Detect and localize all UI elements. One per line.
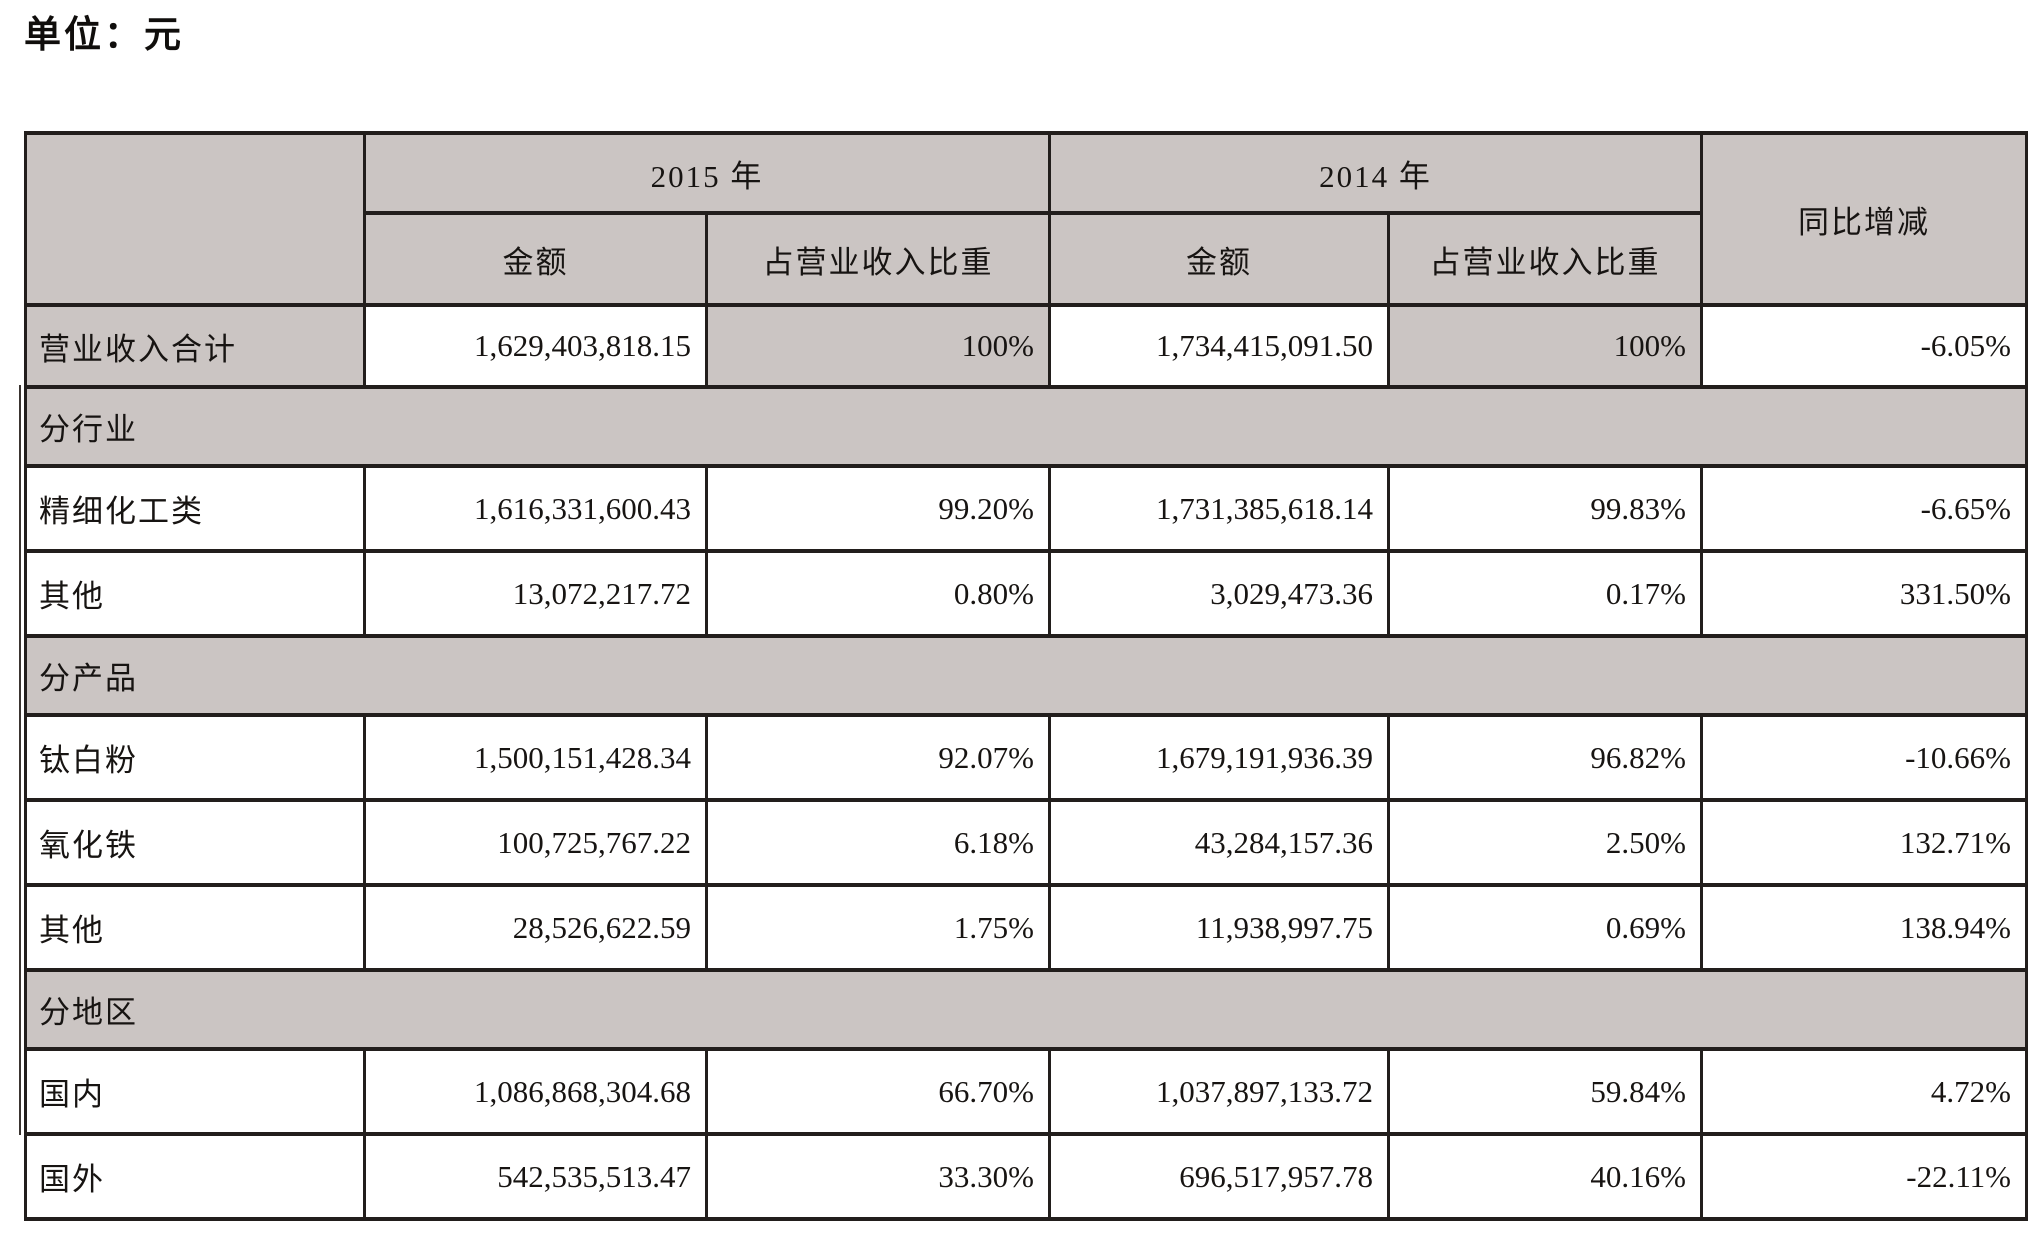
- amount-2014: 1,734,415,091.50: [1048, 303, 1390, 389]
- header-row-metrics: 金额 占营业收入比重 金额 占营业收入比重: [26, 211, 2027, 307]
- table-row: 其他 13,072,217.72 0.80% 3,029,473.36 0.17% 331…: [24, 549, 2028, 638]
- header-row-years: 2015 年 2014 年 同比增减: [24, 131, 2028, 307]
- header-amount-2014: 金额: [1048, 211, 1390, 307]
- header-year-2015: 2015 年: [363, 131, 1051, 215]
- row-label: 精细化工类: [24, 464, 366, 553]
- amount-2015: 1,629,403,818.15: [363, 303, 708, 389]
- yoy-change: 138.94%: [1700, 883, 2028, 972]
- table-row: 精细化工类 1,616,331,600.43 99.20% 1,731,385,618…: [24, 464, 2028, 553]
- yoy-change: -10.66%: [1700, 713, 2028, 802]
- header-share-2015: 占营业收入比重: [705, 211, 1051, 307]
- yoy-change: 132.71%: [1700, 798, 2028, 887]
- share-2015: 1.75%: [705, 883, 1051, 972]
- amount-2014: 43,284,157.36: [1048, 798, 1390, 887]
- share-2014: 59.84%: [1387, 1047, 1703, 1136]
- yoy-change: -6.65%: [1700, 464, 2028, 553]
- table-row: 其他 28,526,622.59 1.75% 11,938,997.75 0.69% 13…: [24, 883, 2028, 972]
- section-label: 分行业: [24, 385, 2028, 468]
- yoy-change: -22.11%: [1700, 1132, 2028, 1221]
- share-2014: 2.50%: [1387, 798, 1703, 887]
- share-2015: 66.70%: [705, 1047, 1051, 1136]
- share-2015: 100%: [705, 303, 1051, 389]
- section-row: 分产品: [24, 634, 2028, 717]
- table-row: 氧化铁 100,725,767.22 6.18% 43,284,157.36 2.50%…: [24, 798, 2028, 887]
- section-row: 分地区: [24, 968, 2028, 1051]
- amount-2014: 1,679,191,936.39: [1048, 713, 1390, 802]
- header-amount-2015: 金额: [363, 211, 708, 307]
- row-label: 营业收入合计: [24, 303, 366, 389]
- amount-2014: 1,037,897,133.72: [1048, 1047, 1390, 1136]
- table-row: 钛白粉 1,500,151,428.34 92.07% 1,679,191,936.3…: [24, 713, 2028, 802]
- amount-2014: 11,938,997.75: [1048, 883, 1390, 972]
- share-2014: 40.16%: [1387, 1132, 1703, 1221]
- yoy-change: 331.50%: [1700, 549, 2028, 638]
- share-2014: 100%: [1387, 303, 1703, 389]
- share-2015: 99.20%: [705, 464, 1051, 553]
- page-edge-line: [19, 385, 21, 1135]
- share-2015: 6.18%: [705, 798, 1051, 887]
- amount-2014: 3,029,473.36: [1048, 549, 1390, 638]
- corner-cell: [24, 131, 366, 307]
- share-2014: 0.69%: [1387, 883, 1703, 972]
- amount-2015: 1,616,331,600.43: [363, 464, 708, 553]
- amount-2015: 1,086,868,304.68: [363, 1047, 708, 1136]
- header-share-2014: 占营业收入比重: [1387, 211, 1703, 307]
- amount-2014: 696,517,957.78: [1048, 1132, 1390, 1221]
- amount-2015: 100,725,767.22: [363, 798, 708, 887]
- row-label: 国外: [24, 1132, 366, 1221]
- share-2015: 92.07%: [705, 713, 1051, 802]
- section-row: 分行业: [24, 385, 2028, 468]
- revenue-table-container: 2015 年 2014 年 同比增减 金额 占营业收入比重 金额 占营业收入比重…: [24, 131, 2028, 1221]
- header-year-2014: 2014 年: [1048, 131, 1703, 215]
- row-label: 其他: [24, 883, 366, 972]
- table-row: 国外 542,535,513.47 33.30% 696,517,957.78 40.1…: [24, 1132, 2028, 1221]
- row-label: 钛白粉: [24, 713, 366, 802]
- share-2015: 33.30%: [705, 1132, 1051, 1221]
- table-row: 国内 1,086,868,304.68 66.70% 1,037,897,133.72…: [24, 1047, 2028, 1136]
- section-label: 分产品: [24, 634, 2028, 717]
- yoy-change: -6.05%: [1700, 303, 2028, 389]
- table-row: 营业收入合计 1,629,403,818.15 100% 1,734,415,091.…: [24, 303, 2028, 389]
- header-yoy-change: 同比增减: [1700, 131, 2028, 307]
- amount-2015: 28,526,622.59: [363, 883, 708, 972]
- revenue-breakdown-table: 2015 年 2014 年 同比增减 金额 占营业收入比重 金额 占营业收入比重…: [24, 131, 2028, 1221]
- row-label: 其他: [24, 549, 366, 638]
- share-2014: 0.17%: [1387, 549, 1703, 638]
- section-label: 分地区: [24, 968, 2028, 1051]
- share-2015: 0.80%: [705, 549, 1051, 638]
- share-2014: 99.83%: [1387, 464, 1703, 553]
- unit-label: 单位：元: [24, 15, 184, 56]
- table-body: 营业收入合计 1,629,403,818.15 100% 1,734,415,091.…: [24, 303, 2028, 1221]
- amount-2015: 1,500,151,428.34: [363, 713, 708, 802]
- yoy-change: 4.72%: [1700, 1047, 2028, 1136]
- amount-2014: 1,731,385,618.14: [1048, 464, 1390, 553]
- row-label: 氧化铁: [24, 798, 366, 887]
- amount-2015: 13,072,217.72: [363, 549, 708, 638]
- row-label: 国内: [24, 1047, 366, 1136]
- share-2014: 96.82%: [1387, 713, 1703, 802]
- amount-2015: 542,535,513.47: [363, 1132, 708, 1221]
